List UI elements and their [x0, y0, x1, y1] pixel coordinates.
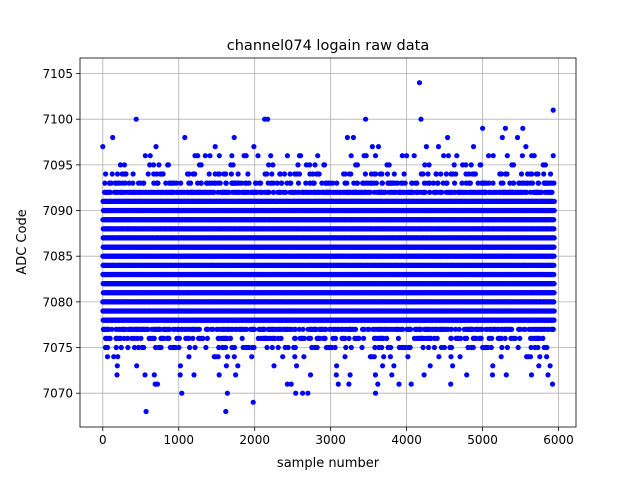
data-point	[203, 345, 208, 350]
data-point	[249, 354, 254, 359]
data-point	[235, 363, 240, 368]
data-point	[236, 171, 241, 176]
data-point	[264, 345, 269, 350]
data-point	[264, 171, 269, 176]
data-point	[142, 372, 147, 377]
data-point	[148, 153, 153, 158]
data-point	[232, 345, 237, 350]
data-point	[146, 171, 151, 176]
data-point	[199, 181, 204, 186]
data-point	[110, 171, 115, 176]
data-point	[217, 171, 222, 176]
data-point	[252, 327, 257, 332]
data-point	[114, 372, 119, 377]
data-point	[232, 354, 237, 359]
data-point	[166, 162, 171, 167]
data-point	[134, 363, 139, 368]
data-point	[105, 354, 110, 359]
data-point	[122, 162, 127, 167]
data-point	[228, 336, 233, 341]
data-point	[115, 354, 120, 359]
data-point	[186, 354, 191, 359]
data-point	[115, 171, 120, 176]
data-point	[138, 336, 143, 341]
data-point	[114, 345, 119, 350]
data-point	[191, 372, 196, 377]
data-point	[161, 171, 166, 176]
data-point	[251, 345, 256, 350]
data-point	[115, 363, 120, 368]
data-point	[279, 336, 284, 341]
data-point	[223, 171, 228, 176]
data-point	[188, 181, 193, 186]
data-point	[178, 372, 183, 377]
data-point	[103, 171, 108, 176]
data-point	[192, 171, 197, 176]
data-point	[130, 181, 135, 186]
data-point	[123, 171, 128, 176]
data-point	[270, 162, 275, 167]
data-point	[155, 181, 160, 186]
data-point	[152, 336, 157, 341]
data-point	[197, 327, 202, 332]
data-point	[190, 336, 195, 341]
data-point	[255, 153, 260, 158]
data-point	[119, 345, 124, 350]
data-point	[231, 162, 236, 167]
data-point	[269, 171, 274, 176]
data-point	[225, 354, 230, 359]
data-point	[224, 363, 229, 368]
data-point	[217, 153, 222, 158]
data-point	[166, 336, 171, 341]
data-point	[247, 181, 252, 186]
data-point	[158, 345, 163, 350]
data-point	[102, 181, 107, 186]
data-point	[223, 345, 228, 350]
data-point	[176, 345, 181, 350]
data-point	[151, 162, 156, 167]
data-point	[141, 345, 146, 350]
data-point	[286, 345, 291, 350]
data-point	[271, 363, 276, 368]
data-point	[207, 153, 212, 158]
data-point	[217, 372, 222, 377]
data-point	[282, 171, 287, 176]
data-point	[199, 162, 204, 167]
data-point	[258, 181, 263, 186]
data-point	[178, 181, 183, 186]
data-point	[288, 171, 293, 176]
data-point	[245, 171, 250, 176]
data-point	[229, 171, 234, 176]
data-point	[270, 345, 275, 350]
data-point	[279, 181, 284, 186]
data-point	[105, 345, 110, 350]
data-point	[205, 336, 210, 341]
data-point	[280, 354, 285, 359]
data-point	[207, 171, 212, 176]
data-point	[224, 181, 229, 186]
data-point	[152, 372, 157, 377]
data-point	[233, 372, 238, 377]
data-point	[141, 181, 146, 186]
data-point	[177, 336, 182, 341]
data-point	[125, 345, 130, 350]
data-point	[276, 345, 281, 350]
data-point	[131, 171, 136, 176]
data-point	[178, 363, 183, 368]
data-point	[216, 354, 221, 359]
data-point	[193, 345, 198, 350]
data-point	[288, 181, 293, 186]
data-point	[240, 336, 245, 341]
data-point	[187, 345, 192, 350]
data-point	[285, 153, 290, 158]
data-point	[108, 336, 113, 341]
data-point	[200, 336, 205, 341]
data-point	[218, 181, 223, 186]
data-point	[156, 162, 161, 167]
